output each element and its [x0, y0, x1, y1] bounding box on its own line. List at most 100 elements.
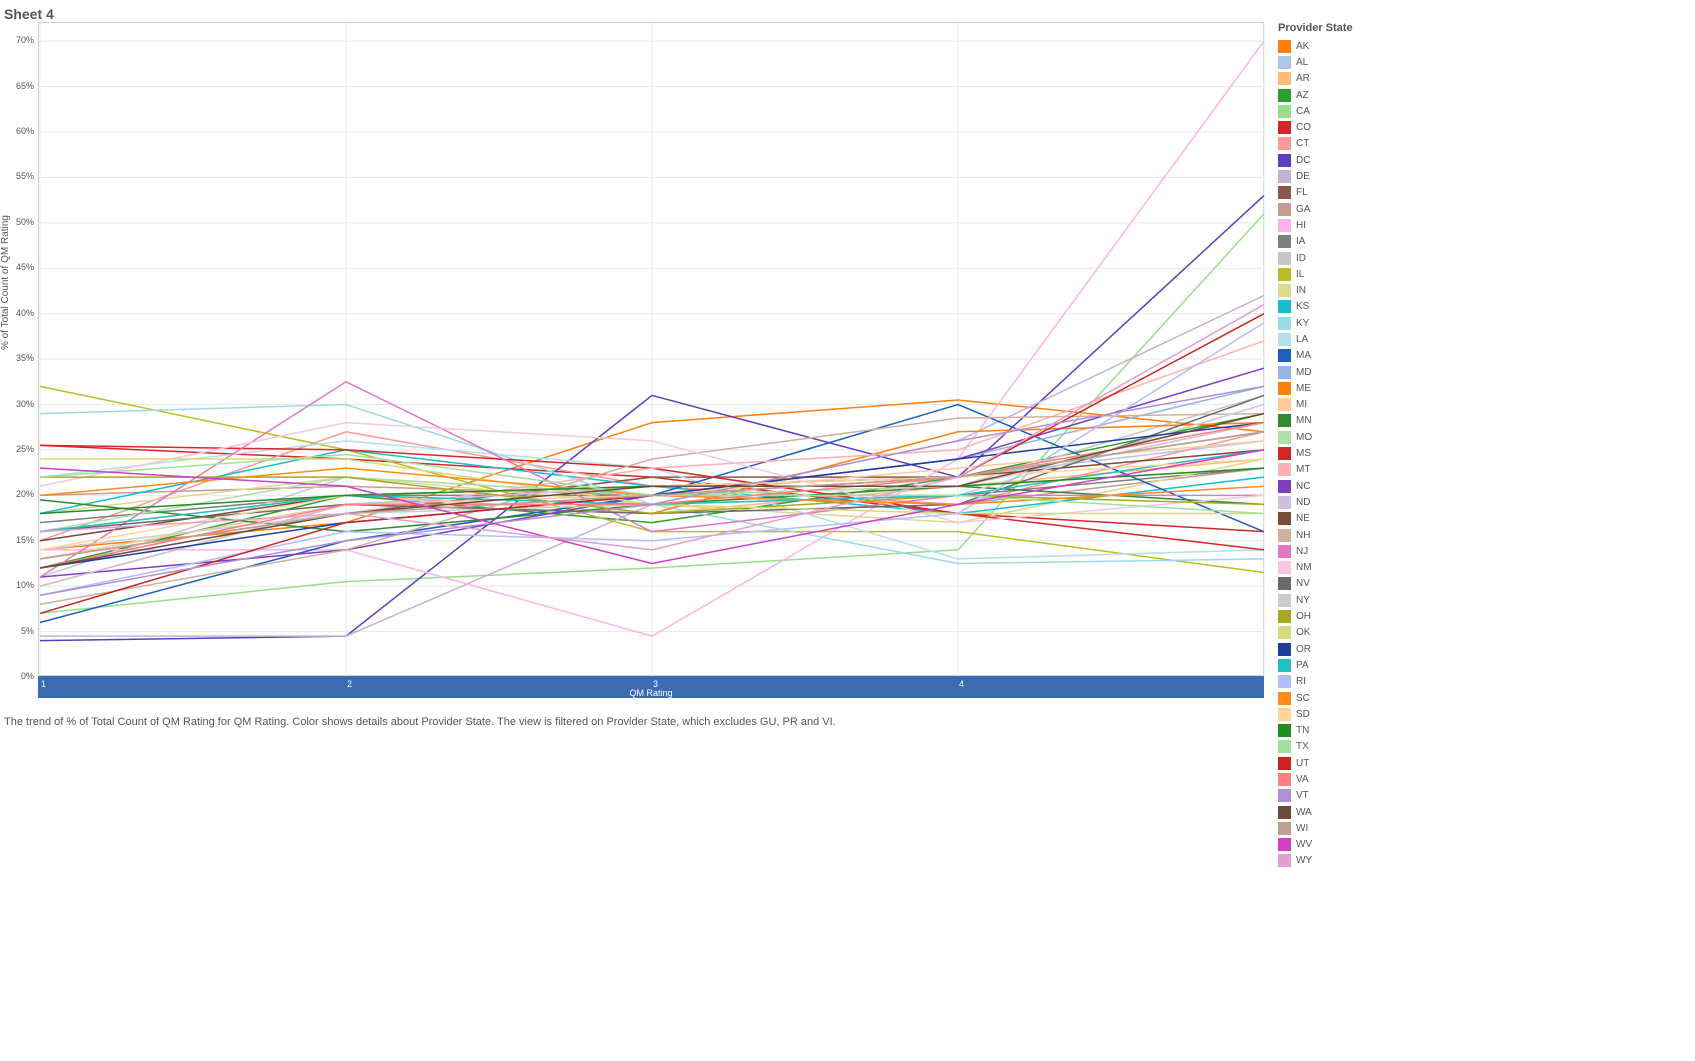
- legend-item-WI[interactable]: WI: [1278, 820, 1388, 836]
- legend-item-MN[interactable]: MN: [1278, 413, 1388, 429]
- legend-item-TN[interactable]: TN: [1278, 722, 1388, 738]
- legend-label: KS: [1296, 301, 1309, 312]
- legend-item-MS[interactable]: MS: [1278, 445, 1388, 461]
- legend-label: UT: [1296, 758, 1309, 769]
- chart-caption: The trend of % of Total Count of QM Rati…: [4, 716, 836, 728]
- legend-item-LA[interactable]: LA: [1278, 331, 1388, 347]
- legend-swatch: [1278, 382, 1291, 395]
- legend-item-CA[interactable]: CA: [1278, 103, 1388, 119]
- legend-item-KS[interactable]: KS: [1278, 299, 1388, 315]
- legend-label: SD: [1296, 709, 1310, 720]
- legend-swatch: [1278, 561, 1291, 574]
- legend-item-WA[interactable]: WA: [1278, 804, 1388, 820]
- legend-item-WY[interactable]: WY: [1278, 853, 1388, 869]
- legend-item-OR[interactable]: OR: [1278, 641, 1388, 657]
- legend-item-ME[interactable]: ME: [1278, 380, 1388, 396]
- legend-item-MA[interactable]: MA: [1278, 348, 1388, 364]
- legend-swatch: [1278, 545, 1291, 558]
- y-tick: 15%: [16, 535, 34, 545]
- x-tick: 3: [653, 679, 658, 689]
- gridlines: [39, 23, 1265, 677]
- legend-item-SC[interactable]: SC: [1278, 690, 1388, 706]
- legend-label: OH: [1296, 611, 1311, 622]
- legend-label: NH: [1296, 530, 1310, 541]
- legend-item-AZ[interactable]: AZ: [1278, 87, 1388, 103]
- legend-item-DC[interactable]: DC: [1278, 152, 1388, 168]
- legend-label: MI: [1296, 399, 1307, 410]
- legend-item-VA[interactable]: VA: [1278, 771, 1388, 787]
- legend-item-MD[interactable]: MD: [1278, 364, 1388, 380]
- legend-label: NM: [1296, 562, 1312, 573]
- legend-item-NC[interactable]: NC: [1278, 478, 1388, 494]
- legend-swatch: [1278, 740, 1291, 753]
- legend-swatch: [1278, 529, 1291, 542]
- legend-item-UT[interactable]: UT: [1278, 755, 1388, 771]
- y-axis-ticks: 0%5%10%15%20%25%30%35%40%45%50%55%60%65%…: [14, 22, 36, 676]
- legend-item-IL[interactable]: IL: [1278, 266, 1388, 282]
- legend-label: MD: [1296, 367, 1312, 378]
- legend-item-NH[interactable]: NH: [1278, 527, 1388, 543]
- legend-swatch: [1278, 447, 1291, 460]
- legend-label: MS: [1296, 448, 1311, 459]
- legend-label: FL: [1296, 187, 1308, 198]
- legend-item-VT[interactable]: VT: [1278, 788, 1388, 804]
- legend-item-HI[interactable]: HI: [1278, 217, 1388, 233]
- legend-item-SD[interactable]: SD: [1278, 706, 1388, 722]
- legend-item-MT[interactable]: MT: [1278, 462, 1388, 478]
- legend-item-NM[interactable]: NM: [1278, 560, 1388, 576]
- legend-label: CO: [1296, 122, 1311, 133]
- legend-swatch: [1278, 594, 1291, 607]
- legend-label: MO: [1296, 432, 1312, 443]
- legend-label: AR: [1296, 73, 1310, 84]
- legend-item-NE[interactable]: NE: [1278, 511, 1388, 527]
- legend-swatch: [1278, 643, 1291, 656]
- legend-item-MI[interactable]: MI: [1278, 397, 1388, 413]
- legend-swatch: [1278, 480, 1291, 493]
- legend-swatch: [1278, 203, 1291, 216]
- legend-swatch: [1278, 806, 1291, 819]
- legend-item-DE[interactable]: DE: [1278, 168, 1388, 184]
- legend-item-WV[interactable]: WV: [1278, 837, 1388, 853]
- legend-item-CT[interactable]: CT: [1278, 136, 1388, 152]
- legend-swatch: [1278, 89, 1291, 102]
- legend-label: IN: [1296, 285, 1306, 296]
- legend-item-IN[interactable]: IN: [1278, 282, 1388, 298]
- legend-label: IL: [1296, 269, 1304, 280]
- legend-item-NY[interactable]: NY: [1278, 592, 1388, 608]
- legend-label: DE: [1296, 171, 1310, 182]
- legend-item-NV[interactable]: NV: [1278, 576, 1388, 592]
- legend-label: MT: [1296, 464, 1310, 475]
- legend-item-AL[interactable]: AL: [1278, 54, 1388, 70]
- legend-item-AR[interactable]: AR: [1278, 71, 1388, 87]
- legend-swatch: [1278, 268, 1291, 281]
- x-tick: 4: [959, 679, 964, 689]
- legend-swatch: [1278, 366, 1291, 379]
- legend-label: AZ: [1296, 90, 1309, 101]
- legend-item-OH[interactable]: OH: [1278, 608, 1388, 624]
- legend-item-AK[interactable]: AK: [1278, 38, 1388, 54]
- legend-item-GA[interactable]: GA: [1278, 201, 1388, 217]
- legend: Provider State AKALARAZCACOCTDCDEFLGAHII…: [1278, 22, 1388, 869]
- legend-swatch: [1278, 659, 1291, 672]
- legend-item-FL[interactable]: FL: [1278, 185, 1388, 201]
- legend-item-ID[interactable]: ID: [1278, 250, 1388, 266]
- legend-item-RI[interactable]: RI: [1278, 674, 1388, 690]
- legend-item-ND[interactable]: ND: [1278, 494, 1388, 510]
- legend-label: MA: [1296, 350, 1311, 361]
- legend-item-MO[interactable]: MO: [1278, 429, 1388, 445]
- legend-label: GA: [1296, 204, 1310, 215]
- legend-swatch: [1278, 789, 1291, 802]
- legend-item-OK[interactable]: OK: [1278, 625, 1388, 641]
- legend-item-PA[interactable]: PA: [1278, 657, 1388, 673]
- legend-swatch: [1278, 577, 1291, 590]
- legend-item-CO[interactable]: CO: [1278, 119, 1388, 135]
- legend-item-KY[interactable]: KY: [1278, 315, 1388, 331]
- legend-item-IA[interactable]: IA: [1278, 234, 1388, 250]
- y-tick: 50%: [16, 217, 34, 227]
- legend-item-NJ[interactable]: NJ: [1278, 543, 1388, 559]
- y-tick: 30%: [16, 399, 34, 409]
- legend-label: OK: [1296, 627, 1310, 638]
- legend-swatch: [1278, 219, 1291, 232]
- legend-label: VA: [1296, 774, 1309, 785]
- legend-item-TX[interactable]: TX: [1278, 739, 1388, 755]
